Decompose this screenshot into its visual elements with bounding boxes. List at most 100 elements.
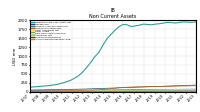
Property Plant Equipment Net [49,90,51,91]
Property Plant Equipment Net [102,89,104,91]
Accumulated Depreciation Total [41,91,43,92]
Other Assets [45,91,47,92]
Long Term Investments [118,87,120,88]
Property Plant Equipment Net [126,89,128,90]
Intangibles Net [191,90,193,92]
Long Term Receivables [122,91,124,92]
Intangibles Net [53,91,55,92]
Deferred Income Tax Assets Net [146,24,149,25]
Accumulated Depreciation Total [114,91,116,92]
Deferred Income Tax Assets Net [69,80,72,81]
Property Plant Equipment Net [122,89,124,90]
Other Intangibles Net [138,90,141,91]
Note Receivable Long Term [142,90,145,92]
Accumulated Depreciation Total [171,91,173,92]
Long Term Receivables [98,91,100,92]
Deferred Income Tax Assets Net [183,21,185,23]
Deferred Income Tax Assets Net [57,83,60,85]
Note Receivable Long Term [187,90,189,92]
Deferred Income Tax Assets Net [126,24,128,26]
Deferred Income Tax Assets Net [106,38,108,39]
Long Term Receivables [102,91,104,92]
Note Receivable Long Term [37,91,39,92]
Other Intangibles Net [53,90,55,92]
Intangibles Net [94,91,96,92]
Long Term Receivables [134,91,136,92]
Other Intangibles Net [179,89,181,90]
Note Receivable Long Term [175,90,177,92]
Other Intangibles Net [98,90,100,92]
Goodwill Net [183,85,185,86]
Long Term Investments [65,90,68,91]
Goodwill Net [138,86,141,88]
Goodwill Net [45,89,47,90]
Deferred Income Tax Assets Net [122,24,124,25]
Note Receivable Long Term [81,91,84,92]
Goodwill Net [41,89,43,90]
Other Intangibles Net [85,90,88,92]
Other Assets [114,90,116,92]
Deferred Income Tax Assets Net [102,45,104,46]
Long Term Receivables [195,90,197,92]
Accumulated Depreciation Total [166,91,169,92]
Accumulated Depreciation Total [146,91,149,92]
Long Term Investments [29,90,31,92]
Long Term Receivables [73,91,76,92]
Long Term Investments [126,86,128,88]
Goodwill Net [114,87,116,89]
Goodwill Net [150,86,153,87]
Deferred Income Tax Assets Net [81,71,84,73]
Long Term Receivables [57,91,60,92]
Line: Other Intangibles Net: Other Intangibles Net [30,89,196,91]
Deferred Income Tax Assets Net [195,21,197,23]
Other Intangibles Net [195,89,197,90]
Long Term Receivables [126,91,128,92]
Note Receivable Long Term [29,91,31,92]
Note Receivable Long Term [65,91,68,92]
Property Plant Equipment Net [191,88,193,90]
Deferred Income Tax Assets Net [158,23,161,24]
Other Intangibles Net [171,89,173,90]
Property Plant Equipment Net [106,89,108,91]
Deferred Income Tax Assets Net [37,86,39,87]
Long Term Investments [130,86,132,88]
Other Assets [179,90,181,91]
Note Receivable Long Term [179,90,181,92]
Property Plant Equipment Net [154,89,157,90]
Property Plant Equipment Net [171,89,173,90]
Deferred Income Tax Assets Net [61,82,64,84]
Property Plant Equipment Net [158,89,161,90]
Property Plant Equipment Net [45,90,47,91]
Goodwill Net [73,89,76,90]
Deferred Income Tax Assets Net [65,81,68,82]
Long Term Receivables [142,91,145,92]
Long Term Receivables [171,91,173,92]
Other Intangibles Net [57,90,60,92]
Long Term Investments [142,86,145,87]
Other Assets [142,90,145,91]
Other Assets [69,91,72,92]
Other Assets [29,91,31,92]
Other Assets [171,90,173,91]
Goodwill Net [69,89,72,90]
Deferred Income Tax Assets Net [154,23,157,25]
Note Receivable Long Term [90,91,92,92]
Accumulated Depreciation Total [69,91,72,92]
Deferred Income Tax Assets Net [179,22,181,23]
Goodwill Net [158,86,161,87]
Accumulated Depreciation Total [53,91,55,92]
Other Assets [57,91,60,92]
Note Receivable Long Term [122,91,124,92]
Long Term Receivables [69,91,72,92]
Deferred Income Tax Assets Net [94,56,96,57]
Line: Note Receivable Long Term: Note Receivable Long Term [30,91,196,92]
Property Plant Equipment Net [130,89,132,90]
Goodwill Net [33,89,35,91]
Deferred Income Tax Assets Net [166,22,169,23]
Other Intangibles Net [90,90,92,92]
Goodwill Net [179,85,181,86]
Goodwill Net [122,87,124,88]
Long Term Investments [122,87,124,88]
Long Term Investments [33,90,35,92]
Other Intangibles Net [81,90,84,92]
